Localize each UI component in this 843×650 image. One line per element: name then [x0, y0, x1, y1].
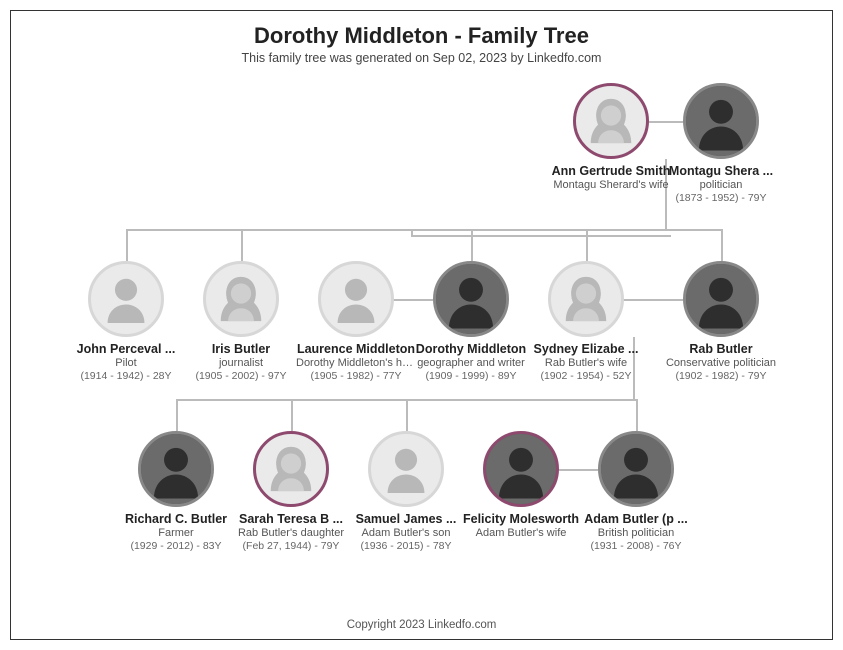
- family-tree-frame: Dorothy Middleton - Family Tree This fam…: [10, 10, 833, 640]
- person-desc: Dorothy Middleton's husband: [296, 357, 416, 369]
- male-silhouette-icon: [88, 261, 164, 337]
- person-dates: (1905 - 2002) - 97Y: [181, 370, 301, 382]
- person-desc: Rab Butler's wife: [526, 357, 646, 369]
- connector: [126, 229, 128, 261]
- person-name: Adam Butler (p ...: [576, 512, 696, 526]
- person-adam[interactable]: Adam Butler (p ...British politician(193…: [576, 431, 696, 552]
- connector: [406, 399, 408, 431]
- person-desc: geographer and writer: [411, 357, 531, 369]
- person-dates: (1902 - 1982) - 79Y: [661, 370, 781, 382]
- person-name: Sydney Elizabe ...: [526, 342, 646, 356]
- connector: [636, 399, 638, 431]
- person-desc: Montagu Sherard's wife: [551, 179, 671, 191]
- person-name: Richard C. Butler: [116, 512, 236, 526]
- person-dates: (1936 - 2015) - 78Y: [346, 540, 466, 552]
- person-desc: Adam Butler's wife: [461, 527, 581, 539]
- person-dates: (1902 - 1954) - 52Y: [526, 370, 646, 382]
- person-felicity[interactable]: Felicity MolesworthAdam Butler's wife: [461, 431, 581, 539]
- person-dorothy[interactable]: Dorothy Middletongeographer and writer(1…: [411, 261, 531, 382]
- person-name: Dorothy Middleton: [411, 342, 531, 356]
- person-dates: (1931 - 2008) - 76Y: [576, 540, 696, 552]
- person-samuel[interactable]: Samuel James ...Adam Butler's son(1936 -…: [346, 431, 466, 552]
- person-dates: (1914 - 1942) - 28Y: [66, 370, 186, 382]
- person-name: Laurence Middleton: [296, 342, 416, 356]
- person-rab[interactable]: Rab ButlerConservative politician(1902 -…: [661, 261, 781, 382]
- person-name: Ann Gertrude Smith: [551, 164, 671, 178]
- person-dates: (1905 - 1982) - 77Y: [296, 370, 416, 382]
- person-dates: (1873 - 1952) - 79Y: [661, 192, 781, 204]
- connector: [291, 399, 293, 431]
- person-john[interactable]: John Perceval ...Pilot(1914 - 1942) - 28…: [66, 261, 186, 382]
- person-photo: [598, 431, 674, 507]
- person-dates: (1929 - 2012) - 83Y: [116, 540, 236, 552]
- connector: [411, 235, 671, 237]
- female-silhouette-icon: [573, 83, 649, 159]
- page-title: Dorothy Middleton - Family Tree: [11, 23, 832, 49]
- connector: [721, 229, 723, 261]
- male-silhouette-icon: [318, 261, 394, 337]
- female-silhouette-icon: [253, 431, 329, 507]
- female-silhouette-icon: [548, 261, 624, 337]
- person-name: Iris Butler: [181, 342, 301, 356]
- person-sarah[interactable]: Sarah Teresa B ...Rab Butler's daughter(…: [231, 431, 351, 552]
- person-laurence[interactable]: Laurence MiddletonDorothy Middleton's hu…: [296, 261, 416, 382]
- person-name: Samuel James ...: [346, 512, 466, 526]
- person-name: Felicity Molesworth: [461, 512, 581, 526]
- person-desc: Pilot: [66, 357, 186, 369]
- person-dates: (Feb 27, 1944) - 79Y: [231, 540, 351, 552]
- person-photo: [683, 83, 759, 159]
- person-photo: [683, 261, 759, 337]
- person-desc: Farmer: [116, 527, 236, 539]
- person-desc: journalist: [181, 357, 301, 369]
- person-desc: Rab Butler's daughter: [231, 527, 351, 539]
- female-silhouette-icon: [203, 261, 279, 337]
- person-ann[interactable]: Ann Gertrude SmithMontagu Sherard's wife: [551, 83, 671, 191]
- person-photo: [433, 261, 509, 337]
- person-name: John Perceval ...: [66, 342, 186, 356]
- person-richard[interactable]: Richard C. ButlerFarmer(1929 - 2012) - 8…: [116, 431, 236, 552]
- connector: [471, 229, 473, 261]
- person-photo: [138, 431, 214, 507]
- person-desc: British politician: [576, 527, 696, 539]
- page-subtitle: This family tree was generated on Sep 02…: [11, 51, 832, 65]
- person-desc: Conservative politician: [661, 357, 781, 369]
- person-desc: politician: [661, 179, 781, 191]
- person-dates: (1909 - 1999) - 89Y: [411, 370, 531, 382]
- person-name: Montagu Shera ...: [661, 164, 781, 178]
- connector: [176, 399, 178, 431]
- person-montagu[interactable]: Montagu Shera ...politician(1873 - 1952)…: [661, 83, 781, 204]
- person-sydney[interactable]: Sydney Elizabe ...Rab Butler's wife(1902…: [526, 261, 646, 382]
- person-photo: [483, 431, 559, 507]
- connector: [126, 229, 722, 231]
- male-silhouette-icon: [368, 431, 444, 507]
- person-name: Rab Butler: [661, 342, 781, 356]
- connector: [586, 229, 588, 261]
- connector: [241, 229, 243, 261]
- person-name: Sarah Teresa B ...: [231, 512, 351, 526]
- person-iris[interactable]: Iris Butlerjournalist(1905 - 2002) - 97Y: [181, 261, 301, 382]
- person-desc: Adam Butler's son: [346, 527, 466, 539]
- footer-text: Copyright 2023 Linkedfo.com: [11, 619, 832, 631]
